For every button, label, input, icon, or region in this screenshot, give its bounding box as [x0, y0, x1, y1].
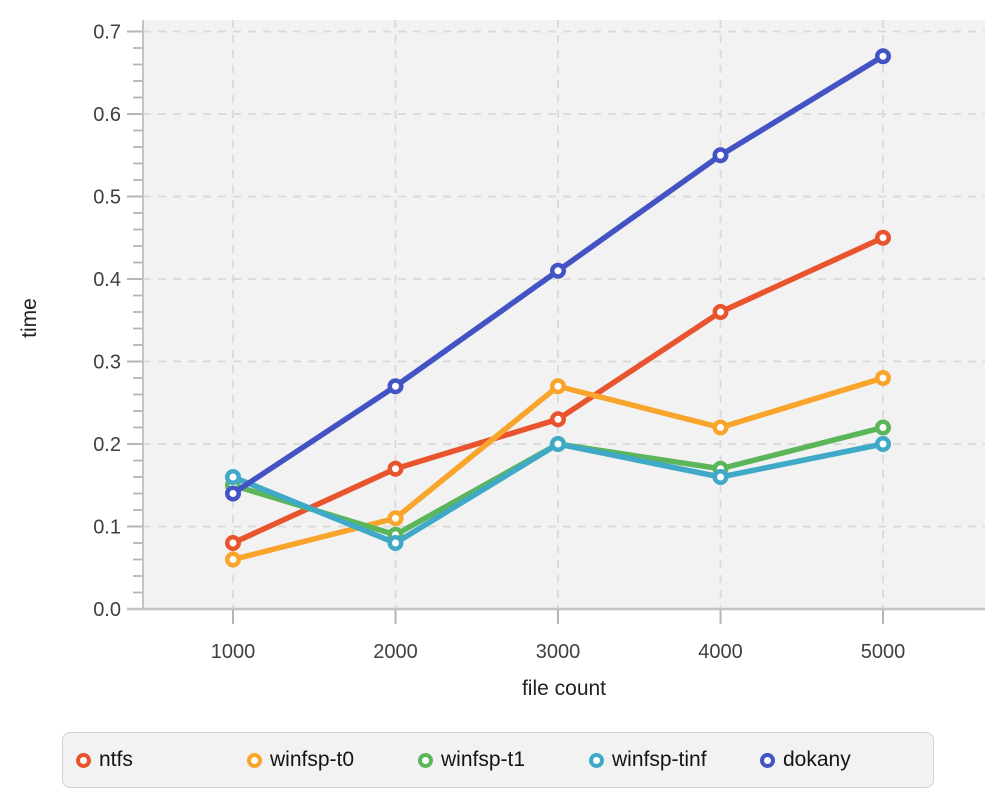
data-point-ntfs-5000 [875, 229, 891, 246]
y-tick-label: 0.5 [93, 187, 121, 209]
x-axis-label: file count [521, 677, 607, 700]
legend-label: winfsp-tinf [612, 748, 707, 771]
data-point-winfsp-t0-2000 [387, 510, 404, 527]
y-axis-label: time [18, 298, 41, 338]
y-tick-label: 0.6 [93, 104, 121, 126]
data-point-ntfs-1000 [225, 535, 241, 551]
y-tick-label: 0.2 [93, 434, 121, 456]
ntfs-marker-icon [76, 752, 91, 768]
dokany-marker-icon [760, 752, 775, 768]
y-tick-label: 0.3 [93, 352, 121, 374]
data-point-dokany-5000 [875, 48, 891, 65]
legend-label: dokany [783, 748, 851, 771]
data-point-winfsp-tinf-4000 [712, 469, 729, 485]
data-point-winfsp-tinf-5000 [875, 436, 891, 452]
data-point-winfsp-tinf-3000 [550, 436, 566, 452]
y-tick-label: 0.7 [93, 22, 121, 44]
legend-item-winfsp-t0: winfsp-t0 [247, 748, 418, 772]
data-point-dokany-1000 [225, 485, 241, 502]
legend-label: winfsp-t1 [441, 748, 526, 771]
data-point-dokany-2000 [387, 378, 404, 395]
data-point-dokany-3000 [550, 262, 566, 279]
y-tick-label: 0.0 [93, 599, 121, 621]
legend-item-dokany: dokany [760, 748, 851, 772]
data-point-ntfs-3000 [550, 411, 566, 428]
legend-label: ntfs [99, 748, 133, 771]
data-point-ntfs-4000 [712, 304, 729, 320]
winfsp-tinf-marker-icon [589, 752, 604, 768]
x-tick-label: 5000 [861, 641, 906, 663]
data-point-winfsp-t0-1000 [225, 551, 241, 568]
data-point-winfsp-tinf-2000 [387, 535, 404, 551]
data-point-winfsp-tinf-1000 [225, 469, 241, 485]
y-tick-label: 0.1 [93, 517, 121, 539]
x-tick-label: 3000 [536, 641, 581, 663]
legend-item-ntfs: ntfs [76, 748, 247, 772]
plot-panel [143, 20, 985, 609]
legend-item-winfsp-t1: winfsp-t1 [418, 748, 589, 772]
chart-plot-area: 0.0 0.1 0.2 0.3 0.4 0.5 0.6 0.7 1000 2000 3000 4000… [93, 20, 985, 663]
data-point-winfsp-t0-4000 [712, 419, 729, 436]
x-tick-label: 4000 [698, 641, 743, 663]
data-point-winfsp-t0-3000 [550, 378, 566, 395]
legend: ntfs winfsp-t0 winfsp-t1 winfsp-tinf dok… [62, 732, 934, 788]
x-tick-label: 2000 [373, 641, 418, 663]
y-tick-label: 0.4 [93, 269, 121, 291]
data-point-dokany-4000 [712, 147, 729, 164]
winfsp-t1-marker-icon [418, 752, 433, 768]
winfsp-t0-marker-icon [247, 752, 262, 768]
x-tick-label: 1000 [211, 641, 256, 663]
data-point-winfsp-t1-5000 [875, 419, 891, 436]
data-point-winfsp-t0-5000 [875, 370, 891, 386]
legend-item-winfsp-tinf: winfsp-tinf [589, 748, 760, 772]
data-point-ntfs-2000 [387, 460, 404, 477]
legend-label: winfsp-t0 [270, 748, 355, 771]
